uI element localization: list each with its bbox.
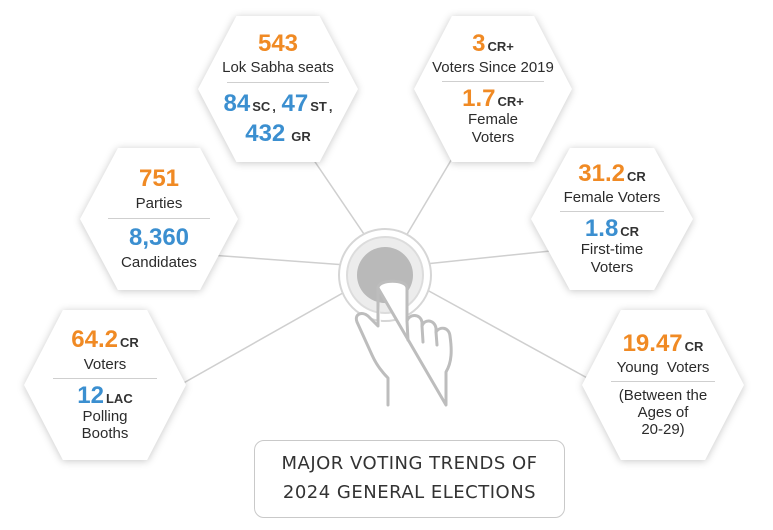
hex-young-voters: 19.47 CR Young Voters (Between the Ages … [582, 310, 744, 460]
pointing-hand-icon [354, 279, 453, 407]
sc-unit: SC [252, 98, 271, 114]
young-voters-unit: CR [684, 338, 704, 354]
new-voters-label: Voters Since 2019 [432, 59, 554, 77]
young-voters-label: Young Voters [616, 358, 710, 376]
divider [53, 377, 157, 379]
hex-lok-sabha-seats: 543 Lok Sabha seats 84 SC, 47 ST, 432 GR [198, 16, 358, 162]
parties-value: 751 [138, 165, 180, 193]
st-unit: ST [310, 98, 327, 114]
hex-new-voters: 3 CR+ Voters Since 2019 1.7 CR+ Female V… [414, 16, 572, 162]
title-line-1: MAJOR VOTING TRENDS OF [281, 453, 538, 475]
voters-label: Voters [83, 355, 127, 373]
candidates-value: 8,360 [128, 223, 190, 251]
divider [442, 81, 544, 83]
first-time-unit: CR [620, 224, 640, 240]
new-voters-value: 3 [472, 30, 486, 58]
voters-unit: CR [119, 334, 139, 350]
hex-female-voters: 31.2 CR Female Voters 1.8 CR First-time … [531, 148, 693, 290]
divider [560, 211, 664, 213]
young-voters-note-3: 20-29) [641, 421, 685, 439]
title-line-2: 2024 GENERAL ELECTIONS [282, 482, 537, 503]
booths-label-2: Booths [81, 425, 129, 443]
new-voters-unit: CR+ [487, 39, 514, 55]
seats-value: 543 [257, 30, 299, 58]
divider [611, 380, 715, 382]
female-new-label-1: Female [467, 111, 519, 129]
young-voters-value: 19.47 [622, 329, 683, 357]
candidates-label: Candidates [121, 253, 197, 271]
voting-button-icon [338, 228, 432, 322]
young-voters-note-1: (Between the [618, 386, 708, 404]
female-voters-value: 31.2 [578, 160, 625, 188]
booths-label-1: Polling [82, 407, 128, 425]
female-new-value: 1.7 [462, 85, 496, 113]
hex-voters: 64.2 CR Voters 12 LAC Polling Booths [24, 310, 186, 460]
divider [226, 81, 330, 83]
hex-parties: 751 Parties 8,360 Candidates [80, 148, 238, 290]
booths-value: 12 [77, 381, 104, 409]
female-new-unit: CR+ [497, 94, 524, 110]
female-voters-label: Female Voters [563, 189, 661, 207]
booths-unit: LAC [105, 390, 133, 406]
gr-value: 432 [245, 119, 286, 147]
first-time-label-1: First-time [580, 241, 644, 259]
sc-value: 84 [223, 89, 251, 117]
first-time-value: 1.8 [584, 215, 619, 243]
first-time-label-2: Voters [590, 258, 634, 276]
seats-label: Lok Sabha seats [222, 59, 334, 77]
female-new-label-2: Voters [471, 128, 515, 146]
voters-value: 64.2 [71, 325, 118, 353]
title-box: MAJOR VOTING TRENDS OF 2024 GENERAL ELEC… [254, 440, 565, 518]
gr-unit: GR [291, 128, 311, 144]
parties-label: Parties [135, 195, 183, 213]
st-value: 47 [281, 89, 309, 117]
young-voters-note-2: Ages of [637, 404, 689, 421]
divider [108, 217, 210, 219]
female-voters-unit: CR [626, 169, 646, 185]
